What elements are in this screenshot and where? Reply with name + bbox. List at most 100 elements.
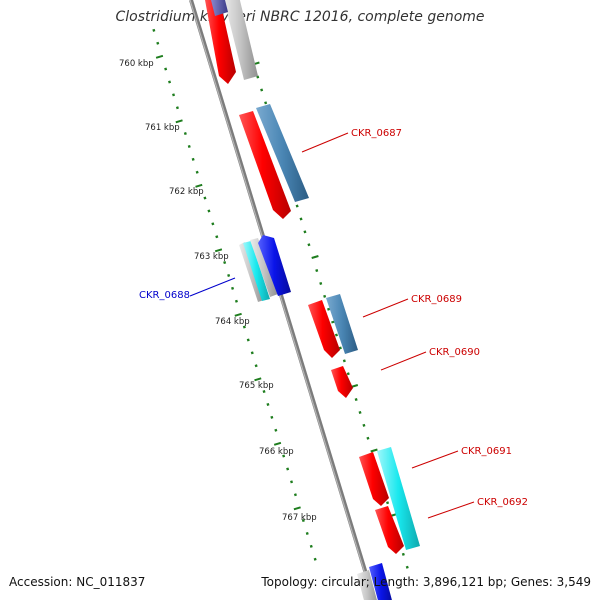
- minor-tick: [334, 333, 338, 337]
- inner-tick-ring: [152, 28, 317, 561]
- gene-feature-steelblue[interactable]: [326, 294, 358, 354]
- gene-feature-cyan[interactable]: [377, 447, 420, 550]
- major-tick: [155, 54, 164, 59]
- minor-tick: [270, 415, 274, 419]
- gene-feature-grey[interactable]: [357, 570, 378, 600]
- scale-label-766: 766 kbp: [259, 447, 294, 457]
- minor-tick: [175, 106, 179, 110]
- callout-line: [189, 277, 236, 297]
- minor-tick: [207, 209, 211, 213]
- minor-tick: [303, 230, 307, 234]
- minor-tick: [266, 402, 270, 406]
- minor-tick: [242, 325, 246, 329]
- major-tick: [273, 441, 282, 446]
- gene-labels: CKR_0687 CKR_0688 CKR_0689 CKR_0690 CKR_…: [139, 128, 528, 519]
- minor-tick: [405, 565, 409, 569]
- callout-line: [301, 132, 349, 153]
- callout-line: [380, 351, 427, 371]
- gene-feature-grey[interactable]: [223, 0, 258, 80]
- genome-summary-text: Topology: circular; Length: 3,896,121 bp…: [261, 575, 591, 589]
- minor-tick: [307, 243, 311, 247]
- minor-tick: [264, 101, 268, 105]
- genome-backbone: [189, 0, 376, 600]
- minor-tick: [386, 501, 390, 505]
- scale-labels: 760 kbp 761 kbp 762 kbp 763 kbp 764 kbp …: [119, 59, 317, 523]
- minor-tick: [313, 557, 317, 561]
- minor-tick: [164, 67, 168, 71]
- gene-label-ckr-0690[interactable]: CKR_0690: [429, 347, 480, 358]
- gene-label-ckr-0691[interactable]: CKR_0691: [461, 446, 512, 457]
- gene-feature-red[interactable]: [205, 0, 236, 84]
- gene-label-ckr-0689[interactable]: CKR_0689: [411, 294, 462, 305]
- minor-tick: [231, 286, 235, 290]
- minor-tick: [246, 338, 250, 342]
- gene-feature-blue[interactable]: [369, 563, 393, 600]
- minor-tick: [274, 428, 278, 432]
- minor-tick: [223, 261, 227, 265]
- minor-tick: [195, 170, 199, 174]
- minor-tick: [290, 480, 294, 484]
- minor-tick: [299, 217, 303, 221]
- gene-feature-cyan-ckr-0688[interactable]: [243, 241, 270, 301]
- accession-text: Accession: NC_011837: [9, 575, 146, 589]
- minor-tick: [152, 28, 156, 32]
- minor-tick: [260, 88, 264, 92]
- scale-label-761: 761 kbp: [145, 123, 180, 133]
- minor-tick: [168, 80, 172, 84]
- gene-feature-red-ckr-0691[interactable]: [359, 452, 389, 506]
- callout-line: [427, 501, 475, 519]
- minor-tick: [358, 410, 362, 414]
- minor-tick: [315, 269, 319, 273]
- minor-tick: [211, 222, 215, 226]
- minor-tick: [203, 196, 207, 200]
- minor-tick: [262, 390, 266, 394]
- gene-label-ckr-0687[interactable]: CKR_0687: [351, 128, 402, 139]
- scale-label-763: 763 kbp: [194, 252, 229, 262]
- minor-tick: [323, 294, 327, 298]
- major-tick: [214, 248, 223, 253]
- gene-feature-red-ckr-0690[interactable]: [331, 366, 353, 398]
- minor-tick: [215, 235, 219, 239]
- minor-tick: [295, 204, 299, 208]
- minor-tick: [234, 299, 238, 303]
- minor-tick: [254, 364, 258, 368]
- minor-tick: [256, 75, 260, 79]
- major-tick: [293, 506, 301, 511]
- minor-tick: [250, 351, 254, 355]
- minor-tick: [366, 436, 370, 440]
- major-tick: [175, 119, 183, 124]
- minor-tick: [327, 307, 331, 311]
- minor-tick: [342, 359, 346, 363]
- minor-tick: [156, 41, 160, 45]
- minor-tick: [401, 552, 405, 556]
- gene-feature-red-ckr-0692[interactable]: [375, 506, 404, 554]
- minor-tick: [183, 132, 187, 136]
- gene-label-ckr-0688[interactable]: CKR_0688: [139, 290, 190, 301]
- gene-feature-steelblue[interactable]: [256, 104, 309, 202]
- minor-tick: [338, 346, 342, 350]
- scale-label-767: 767 kbp: [282, 513, 317, 523]
- scale-label-764: 764 kbp: [215, 317, 250, 327]
- gene-feature-grey[interactable]: [250, 238, 278, 297]
- minor-tick: [191, 157, 195, 161]
- minor-tick: [362, 423, 366, 427]
- major-tick: [311, 255, 319, 259]
- minor-tick: [293, 493, 297, 497]
- minor-tick: [305, 531, 309, 535]
- gene-label-ckr-0692[interactable]: CKR_0692: [477, 497, 528, 508]
- scale-label-762: 762 kbp: [169, 187, 204, 197]
- minor-tick: [286, 467, 290, 471]
- gene-feature-blue[interactable]: [258, 235, 291, 296]
- gene-feature-red-ckr-0687[interactable]: [239, 111, 291, 219]
- major-tick: [195, 183, 203, 188]
- scale-label-765: 765 kbp: [239, 381, 274, 391]
- minor-tick: [301, 519, 305, 523]
- major-tick: [370, 448, 378, 453]
- callout-line: [411, 450, 459, 469]
- gene-feature-red-ckr-0689[interactable]: [308, 300, 340, 358]
- genome-backbone-highlight: [189, 0, 374, 600]
- minor-tick: [309, 544, 313, 548]
- gene-feature-navy[interactable]: [211, 0, 228, 16]
- callout-line: [362, 298, 409, 318]
